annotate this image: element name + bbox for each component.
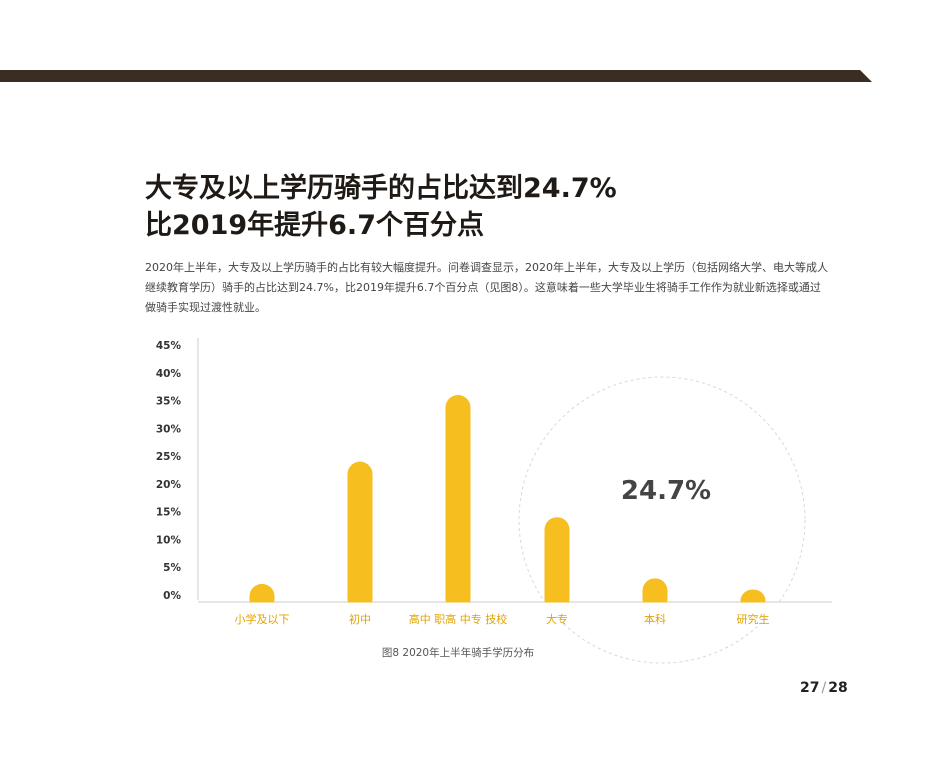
y-tick-label: 20% (156, 479, 182, 491)
top-divider-bar (0, 70, 872, 82)
page-number: 27/28 (800, 680, 848, 696)
bar (347, 461, 373, 612)
x-category-label: 本科 (644, 612, 666, 626)
description-line-2: 继续教育学历）骑手的占比达到24.7%，比2019年提升6.7个百分点（见图8）… (145, 281, 821, 294)
bar (445, 395, 471, 612)
description-line-1: 2020年上半年，大专及以上学历骑手的占比有较大幅度提升。问卷调查显示，2020… (145, 261, 828, 274)
page-current: 27 (800, 680, 820, 696)
y-tick-label: 5% (163, 562, 181, 574)
y-tick-label: 15% (156, 507, 182, 519)
bar (544, 517, 570, 612)
highlight-percentage: 24.7% (621, 476, 711, 506)
baseline-mask (199, 602, 833, 617)
description-paragraph: 2020年上半年，大专及以上学历骑手的占比有较大幅度提升。问卷调查显示，2020… (145, 258, 835, 318)
title-line-2: 比2019年提升6.7个百分点 (145, 210, 484, 241)
x-category-label: 大专 (546, 612, 568, 626)
figure-caption: 图8 2020年上半年骑手学历分布 (382, 646, 534, 659)
y-tick-label: 30% (156, 423, 182, 435)
y-tick-label: 40% (156, 368, 182, 380)
x-category-label: 初中 (349, 612, 371, 626)
description-line-3: 做骑手实现过渡性就业。 (145, 301, 266, 314)
x-category-label: 高中 职高 中专 技校 (409, 612, 508, 626)
y-tick-label: 45% (156, 340, 182, 352)
highlight-circle (518, 376, 806, 664)
y-tick-label: 0% (163, 590, 181, 602)
page-separator: / (821, 680, 827, 696)
y-tick-label: 10% (156, 534, 182, 546)
page-title: 大专及以上学历骑手的占比达到24.7% 比2019年提升6.7个百分点 (145, 170, 617, 244)
x-category-label: 小学及以下 (235, 612, 290, 626)
x-category-label: 研究生 (737, 612, 770, 626)
title-line-1: 大专及以上学历骑手的占比达到24.7% (145, 173, 617, 204)
y-tick-label: 25% (156, 451, 182, 463)
page-total: 28 (828, 680, 848, 696)
y-tick-label: 35% (156, 396, 182, 408)
